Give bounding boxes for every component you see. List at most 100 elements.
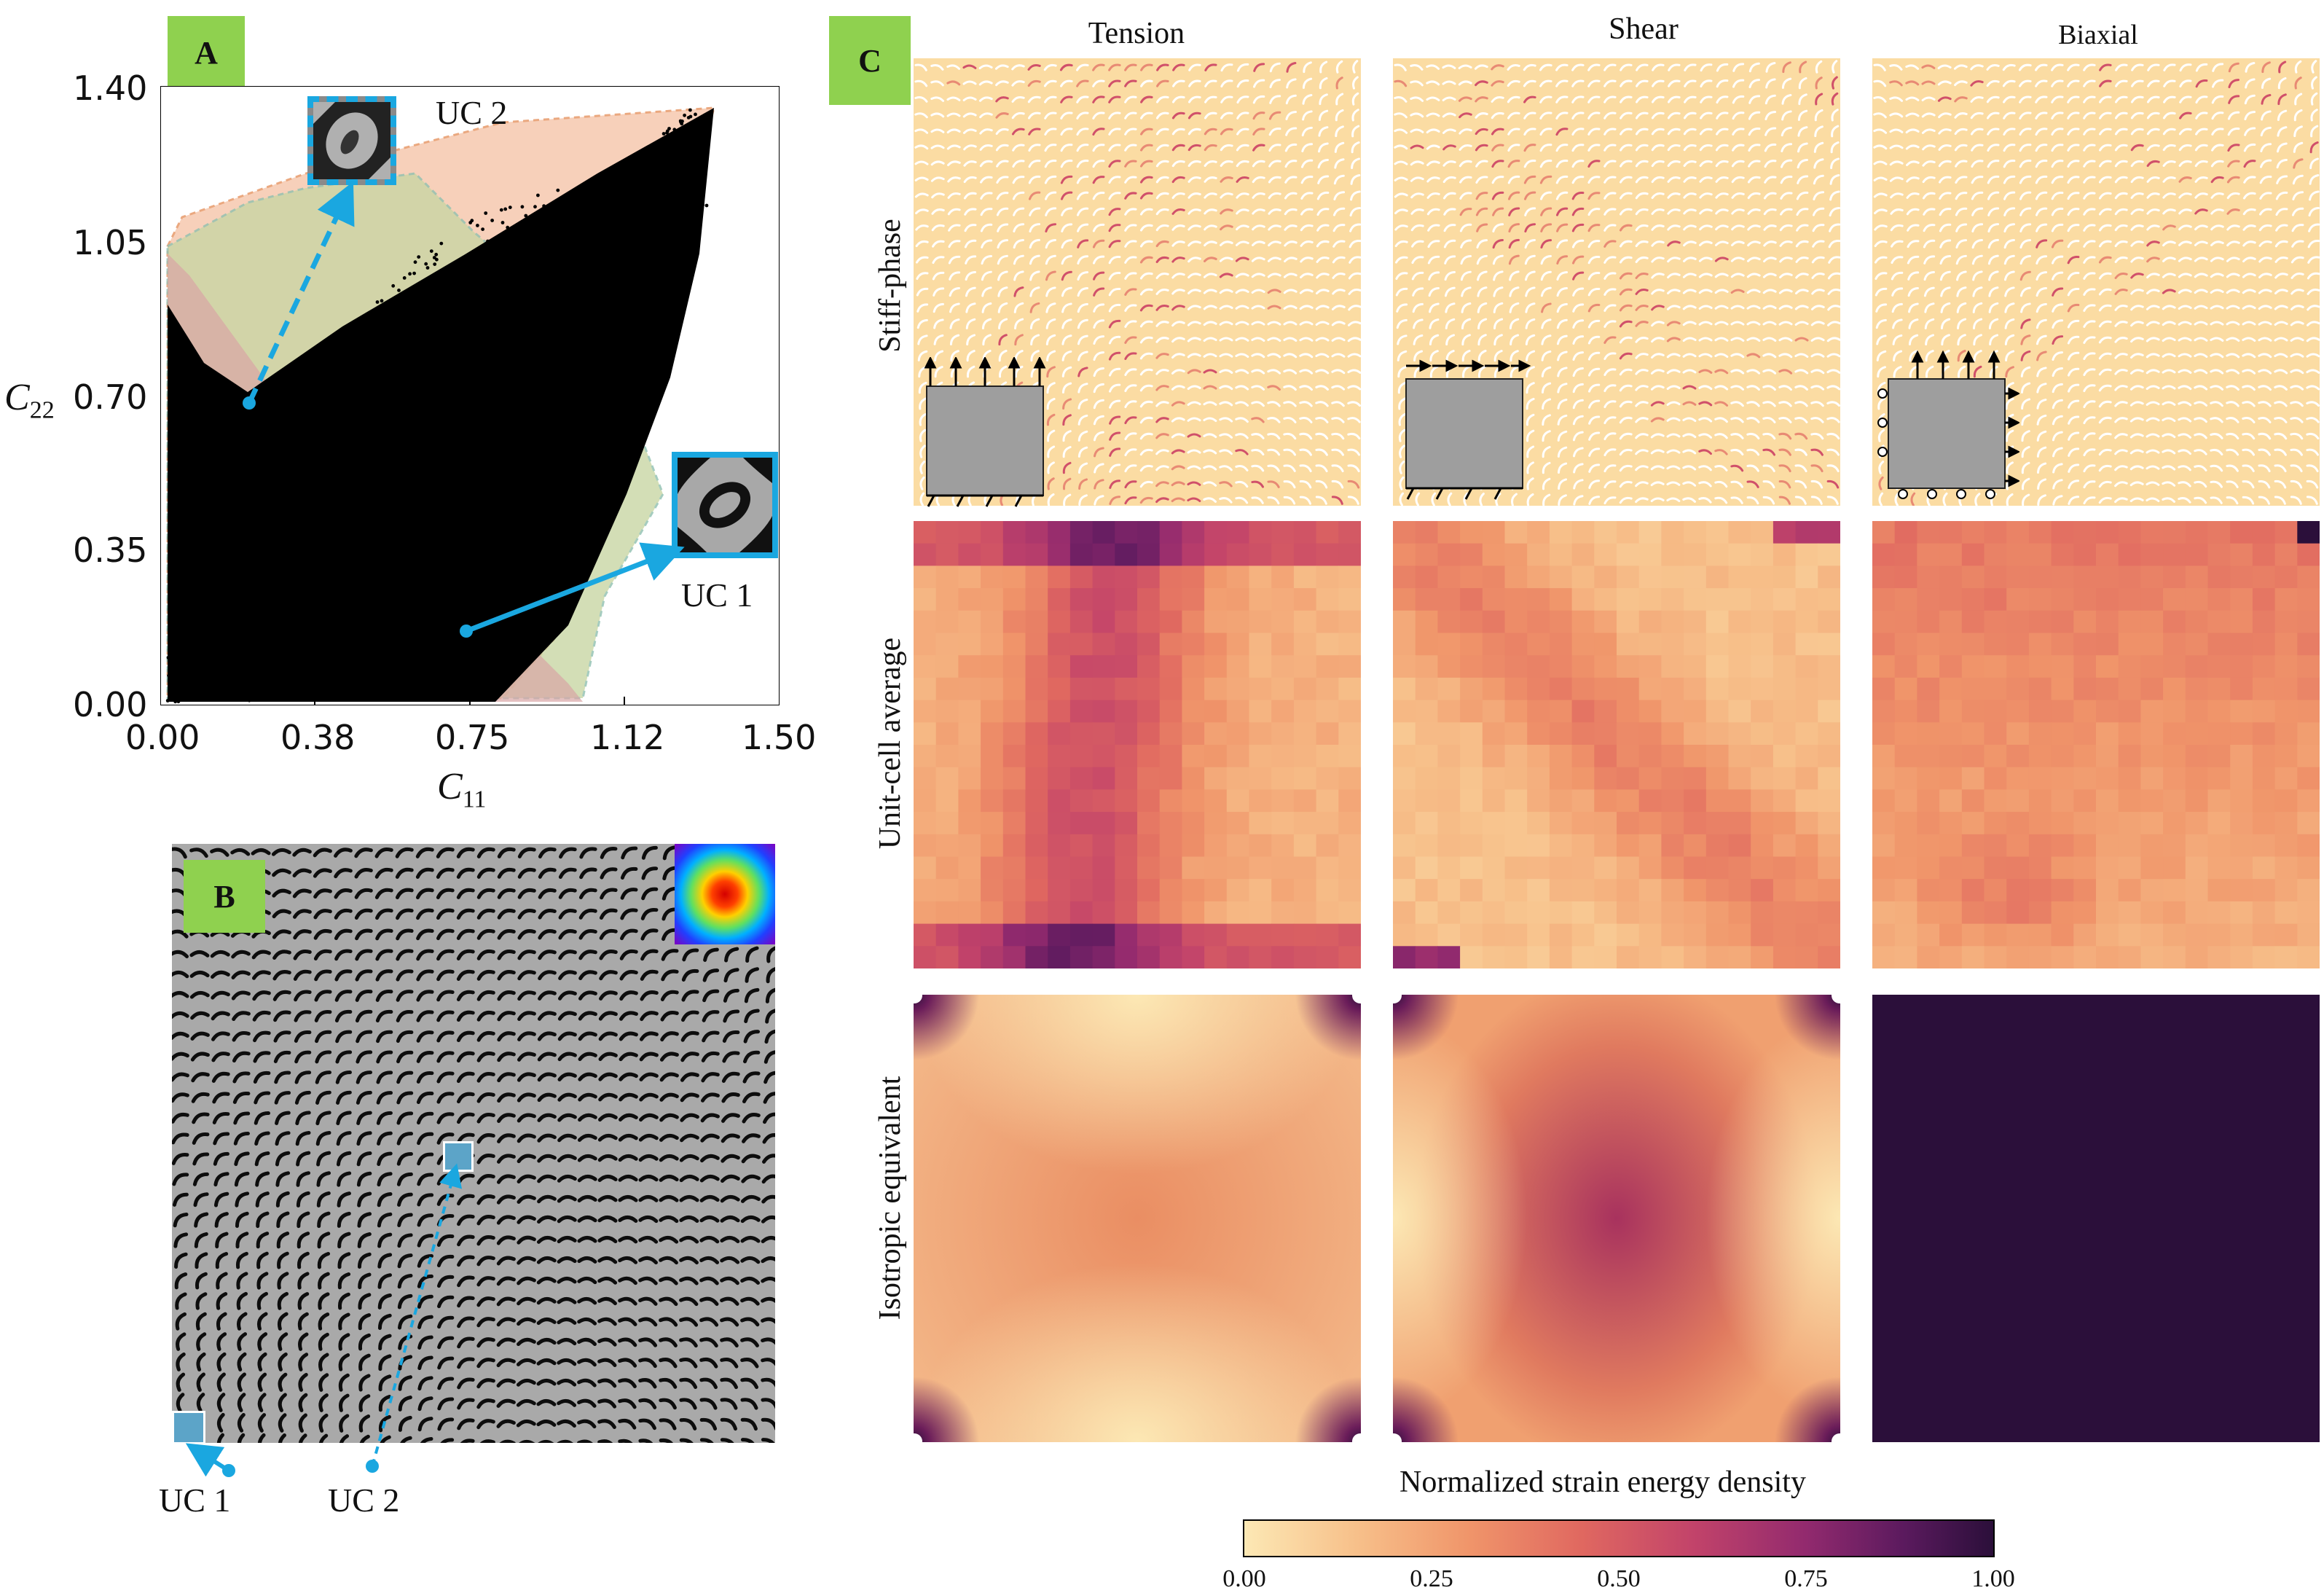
scatter-point (350, 651, 354, 655)
stiff-phase-segment (1832, 76, 1838, 90)
stiff-phase-segment (1047, 445, 1056, 458)
stiff-phase-segment (1682, 401, 1697, 406)
stiff-inclusion (378, 1374, 392, 1392)
heatmap-cell (1137, 700, 1161, 723)
stiff-phase-segment (1873, 144, 1888, 150)
stiff-phase-segment (1062, 461, 1072, 474)
scatter-point (686, 158, 690, 163)
stiff-phase-segment (1826, 353, 1840, 358)
scatter-point (630, 185, 635, 189)
stiff-phase-segment (2052, 271, 2064, 281)
scatter-point (375, 426, 380, 431)
heatmap-cell (1115, 812, 1138, 835)
stiff-phase-segment (1394, 128, 1408, 134)
scatter-point (615, 283, 619, 287)
stiff-inclusion (196, 1352, 206, 1371)
scatter-point (543, 291, 548, 295)
stiff-phase-segment (1219, 353, 1233, 358)
stiff-inclusion (336, 1131, 352, 1146)
stiff-phase-segment (1635, 95, 1649, 103)
stiff-phase-segment (1698, 257, 1713, 262)
stiff-phase-segment (1155, 305, 1169, 311)
stiff-phase-segment (1299, 321, 1314, 326)
stiff-phase-segment (2021, 446, 2030, 458)
stiff-phase-segment (914, 160, 929, 165)
stiff-phase-segment (1814, 109, 1824, 122)
stiff-phase-segment (2290, 353, 2304, 358)
scatter-point (287, 600, 291, 605)
stiff-phase-segment (2258, 369, 2272, 375)
scatter-point (547, 310, 551, 314)
heatmap-cell (1069, 812, 1094, 835)
heatmap-cell (1249, 588, 1272, 611)
stiff-inclusion (376, 1091, 393, 1105)
heatmap-cell (1002, 901, 1026, 925)
stiff-inclusion (213, 1132, 230, 1146)
scatter-point (545, 353, 549, 357)
stiff-phase-segment (1427, 255, 1440, 265)
stiff-phase-segment (2051, 95, 2064, 103)
stiff-inclusion (659, 1337, 678, 1347)
stiff-phase-segment (1462, 365, 1471, 378)
stiff-phase-segment (2083, 368, 2096, 376)
stiff-inclusion (497, 1154, 516, 1164)
stiff-inclusion (436, 1254, 455, 1268)
stiff-inclusion (557, 1113, 577, 1122)
stiff-phase-segment (1396, 303, 1408, 313)
stiff-phase-segment (1987, 160, 2000, 168)
stiff-phase-segment (962, 96, 977, 102)
stiff-phase-segment (1236, 192, 1249, 199)
heatmap-cell (1226, 923, 1250, 947)
stiff-phase-segment (1572, 351, 1585, 361)
stiff-phase-segment (1682, 289, 1697, 294)
scatter-point (254, 603, 258, 608)
stiff-phase-segment (1922, 176, 1936, 184)
stiff-phase-segment (1572, 399, 1584, 410)
stiff-phase-segment (1714, 496, 1728, 504)
stiff-inclusion (457, 1296, 475, 1308)
stiff-phase-segment (1507, 64, 1520, 71)
heatmap-cell (1204, 767, 1228, 790)
stiff-phase-segment (2226, 224, 2240, 231)
stiff-inclusion (761, 1358, 775, 1369)
scatter-point (568, 278, 573, 282)
stiff-inclusion (374, 888, 393, 899)
stiff-phase-segment (933, 334, 944, 345)
stiff-phase-segment (1331, 385, 1346, 391)
stiff-inclusion (457, 1357, 475, 1369)
stiff-inclusion (618, 1175, 638, 1182)
stiff-phase-segment (2290, 385, 2304, 391)
stiff-phase-segment (2003, 254, 2015, 265)
stiff-phase-segment (2146, 353, 2160, 359)
stiff-phase-segment (1077, 302, 1088, 313)
scatter-point (475, 345, 479, 349)
stiff-inclusion (680, 1113, 699, 1122)
stiff-inclusion (315, 1111, 331, 1126)
stiff-phase-segment (1124, 160, 1137, 168)
stiff-inclusion (618, 1358, 637, 1368)
stiff-phase-segment (2019, 159, 2032, 168)
stiff-phase-segment (1347, 464, 1360, 472)
stiff-phase-segment (1046, 382, 1056, 394)
stiff-inclusion (476, 1317, 495, 1328)
scatter-point (372, 375, 376, 378)
stiff-phase-segment (2259, 159, 2272, 168)
stiff-inclusion (597, 1317, 617, 1326)
stiff-phase-segment (2210, 192, 2224, 199)
stiff-phase-segment (963, 192, 977, 200)
scatter-point (465, 517, 469, 521)
scatter-point (200, 645, 203, 649)
heatmap-cell (1338, 856, 1361, 880)
stiff-inclusion (679, 1337, 698, 1348)
stiff-phase-segment (2006, 461, 2014, 474)
stiff-phase-segment (2098, 464, 2112, 472)
stiff-phase-segment (933, 287, 945, 297)
row-title-unit-cell: Unit-cell average (874, 637, 907, 850)
scatter-point (662, 190, 665, 195)
scatter-point (614, 223, 619, 227)
stiff-phase-segment (1459, 112, 1472, 119)
stiff-phase-segment (1124, 496, 1137, 505)
stiff-phase-segment (1204, 111, 1217, 120)
stiff-phase-segment (1251, 289, 1265, 294)
scatter-point (222, 642, 226, 646)
